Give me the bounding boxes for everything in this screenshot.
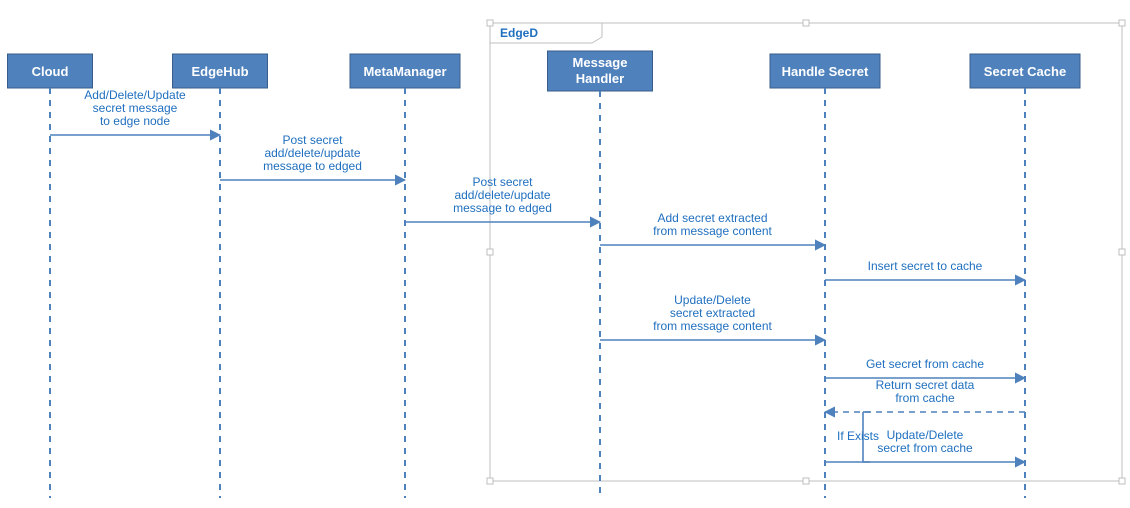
- participant-label: Handler: [576, 71, 624, 86]
- selection-handle[interactable]: [803, 478, 809, 484]
- message-label: secret from cache: [877, 441, 973, 455]
- selection-handle[interactable]: [487, 20, 493, 26]
- selection-handle[interactable]: [1119, 249, 1125, 255]
- participant-label: MetaManager: [363, 64, 446, 79]
- selection-handle[interactable]: [803, 20, 809, 26]
- message-label: Return secret data: [876, 378, 975, 392]
- message-label: Update/Delete: [674, 293, 751, 307]
- message-label: Post secret: [472, 175, 533, 189]
- participant-label: EdgeHub: [191, 64, 248, 79]
- condition-label: If Exists: [837, 429, 879, 443]
- selection-handle[interactable]: [1119, 20, 1125, 26]
- message-label: add/delete/update: [264, 146, 360, 160]
- selection-handle[interactable]: [487, 249, 493, 255]
- participant-label: Message: [573, 55, 628, 70]
- message-label: Add/Delete/Update: [84, 88, 186, 102]
- message-label: from message content: [653, 224, 772, 238]
- message-label: add/delete/update: [454, 188, 550, 202]
- message-label: Update/Delete: [887, 428, 964, 442]
- selection-handle[interactable]: [487, 478, 493, 484]
- message-label: Post secret: [282, 133, 343, 147]
- message-label: secret message: [93, 101, 178, 115]
- message-label: from cache: [895, 391, 955, 405]
- sequence-diagram-canvas: EdgeDCloudEdgeHubMetaManagerMessageHandl…: [0, 0, 1130, 508]
- message-label: from message content: [653, 319, 772, 333]
- participant-label: Secret Cache: [984, 64, 1066, 79]
- participant-label: Cloud: [32, 64, 69, 79]
- participant-label: Handle Secret: [782, 64, 869, 79]
- message-label: secret extracted: [670, 306, 755, 320]
- message-label: Insert secret to cache: [868, 259, 983, 273]
- selection-handle[interactable]: [1119, 478, 1125, 484]
- frame-edged: [490, 23, 1122, 481]
- message-label: message to edged: [453, 201, 552, 215]
- message-label: to edge node: [100, 114, 170, 128]
- message-label: Add secret extracted: [657, 211, 767, 225]
- message-label: Get secret from cache: [866, 357, 984, 371]
- message-label: message to edged: [263, 159, 362, 173]
- frame-label: EdgeD: [500, 26, 538, 40]
